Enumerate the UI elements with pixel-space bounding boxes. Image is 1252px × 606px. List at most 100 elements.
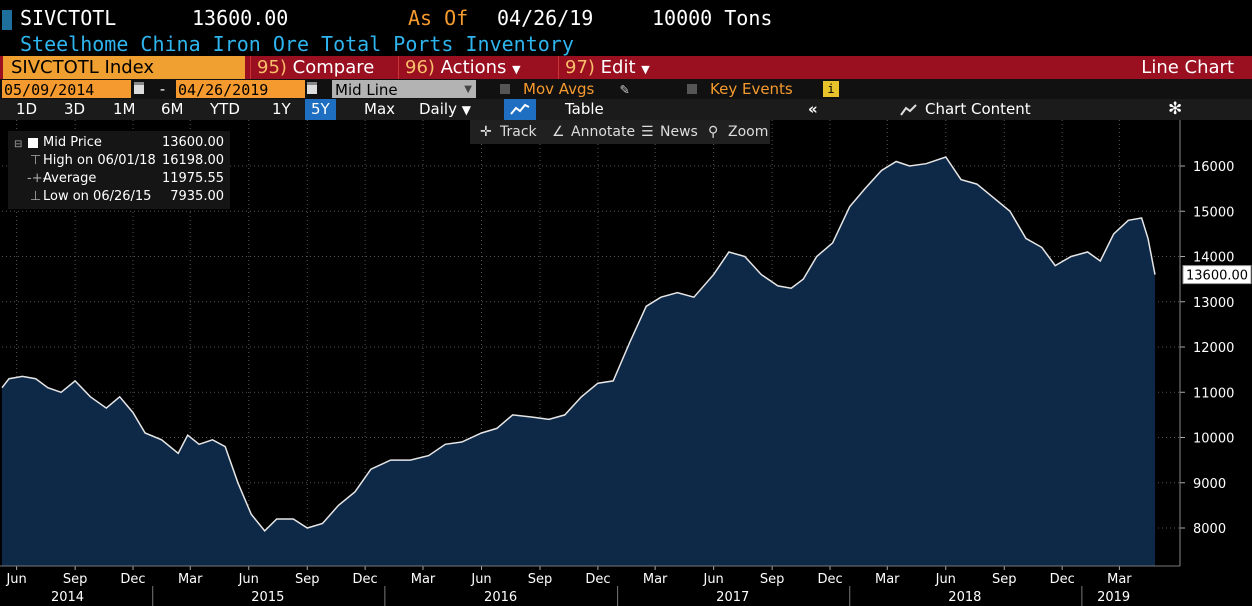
average-marker-icon: -+- bbox=[27, 171, 48, 186]
x-tick-label: Dec bbox=[353, 572, 378, 587]
security-title: Steelhome China Iron Ore Total Ports Inv… bbox=[0, 32, 1252, 56]
annotate-button[interactable]: Annotate bbox=[571, 124, 636, 140]
x-year-label: 2019 bbox=[1097, 590, 1130, 605]
chart-content-button[interactable]: Chart Content bbox=[925, 100, 1031, 118]
table-button[interactable]: Table bbox=[565, 100, 604, 118]
edit-num: 97) bbox=[565, 57, 595, 78]
x-year-label: 2018 bbox=[948, 590, 981, 605]
ticker-marker bbox=[2, 10, 12, 30]
key-events-label[interactable]: Key Events bbox=[710, 80, 793, 98]
info-icon[interactable]: i bbox=[823, 81, 839, 97]
pencil-icon[interactable]: ✎ bbox=[620, 80, 630, 98]
legend-low-value: 7935.00 bbox=[170, 189, 224, 204]
x-year-label: 2014 bbox=[51, 590, 84, 605]
x-tick-label: Mar bbox=[411, 572, 436, 587]
y-axis: 8000 9000 10000 11000 12000 13000 14000 15000 16… bbox=[1179, 120, 1234, 566]
x-tick-label: Mar bbox=[1107, 572, 1132, 587]
period-1y[interactable]: 1Y bbox=[272, 100, 291, 118]
annotate-icon[interactable]: ∠ bbox=[552, 124, 565, 140]
y-tick-label: 11000 bbox=[1193, 386, 1234, 401]
x-tick-label: Sep bbox=[992, 572, 1017, 587]
key-events-checkbox[interactable] bbox=[687, 84, 697, 94]
legend-mid-value: 13600.00 bbox=[161, 135, 224, 150]
legend-row-low: ⊥ Low on 06/26/15 7935.00 bbox=[8, 188, 230, 206]
y-tick-label: 13000 bbox=[1193, 296, 1234, 311]
period-1m[interactable]: 1M bbox=[113, 100, 136, 118]
x-tick-label: Dec bbox=[585, 572, 610, 587]
y-tick-label: 9000 bbox=[1193, 477, 1226, 492]
chart-content-icon[interactable] bbox=[900, 99, 918, 120]
price-type-value: Mid Line bbox=[335, 81, 398, 99]
period-max[interactable]: Max bbox=[364, 100, 396, 118]
legend-row-average: -+- Average 11975.55 bbox=[8, 170, 230, 188]
line-chart-icon[interactable] bbox=[504, 99, 536, 120]
chart-content-glyph bbox=[900, 103, 917, 116]
page-title: Steelhome China Iron Ore Total Ports Inv… bbox=[20, 32, 574, 56]
start-date-input[interactable]: 05/09/2014 bbox=[2, 80, 131, 99]
x-tick-label: Sep bbox=[528, 572, 553, 587]
frequency-select[interactable]: Daily ▼ bbox=[419, 99, 471, 120]
units: 10000 Tons bbox=[652, 6, 773, 30]
high-marker-icon: ⊤ bbox=[30, 153, 42, 168]
last-value-box bbox=[1182, 265, 1252, 285]
compare-button[interactable]: 95) Compare bbox=[250, 56, 394, 79]
legend: ⊟ Mid Price 13600.00 ⊤ High on 06/01/18 … bbox=[8, 131, 230, 209]
period-ytd[interactable]: YTD bbox=[210, 100, 240, 118]
x-tick-label: Jun bbox=[5, 572, 26, 587]
news-button[interactable]: News bbox=[660, 124, 698, 140]
x-tick-label: Sep bbox=[63, 572, 88, 587]
mov-avgs-checkbox[interactable] bbox=[500, 84, 510, 94]
period-1d[interactable]: 1D bbox=[16, 100, 38, 118]
chevron-down-icon: ▼ bbox=[464, 84, 472, 95]
view-label: Line Chart bbox=[1141, 57, 1234, 78]
last-value: 13600.00 bbox=[192, 6, 289, 30]
crosshair-icon[interactable]: ✛ bbox=[480, 124, 492, 140]
legend-average-label: Average bbox=[43, 171, 97, 186]
low-marker-icon: ⊥ bbox=[30, 189, 42, 204]
period-bar: 1D 3D 1M 6M YTD 1Y 5Y Max Daily ▼ Table … bbox=[0, 99, 1252, 120]
x-tick-label: Sep bbox=[760, 572, 785, 587]
calendar-icon[interactable] bbox=[307, 82, 317, 94]
chevron-down-icon: ▼ bbox=[461, 103, 471, 117]
y-tick-label: 8000 bbox=[1193, 522, 1226, 537]
period-5y[interactable]: 5Y bbox=[305, 99, 336, 120]
x-tick-label: Jun bbox=[470, 572, 491, 587]
edit-dropdown-icon: ▼ bbox=[641, 63, 650, 76]
x-tick-label: Jun bbox=[702, 572, 723, 587]
collapse-icon[interactable]: « bbox=[808, 100, 818, 118]
x-tick-label: Dec bbox=[120, 572, 145, 587]
zoom-button[interactable]: Zoom bbox=[728, 124, 769, 140]
edit-button[interactable]: 97) Edit ▼ bbox=[558, 56, 670, 79]
mov-avgs-label[interactable]: Mov Avgs bbox=[523, 80, 595, 98]
y-tick-label: 10000 bbox=[1193, 432, 1234, 447]
security-field[interactable]: SIVCTOTL Index bbox=[3, 56, 245, 79]
actions-num: 96) bbox=[405, 57, 435, 78]
gear-icon[interactable]: ✻ bbox=[1168, 99, 1183, 119]
period-3d[interactable]: 3D bbox=[64, 100, 86, 118]
zoom-icon[interactable]: ⚲ bbox=[708, 124, 719, 140]
y-tick-label: 14000 bbox=[1193, 251, 1234, 266]
date-separator: - bbox=[158, 80, 168, 98]
price-type-select[interactable]: Mid Line ▼ bbox=[332, 80, 476, 99]
calendar-icon[interactable] bbox=[134, 82, 144, 94]
as-of-label: As Of bbox=[408, 6, 469, 30]
actions-dropdown-icon: ▼ bbox=[512, 63, 521, 76]
legend-mid-label: Mid Price bbox=[43, 135, 102, 150]
collapse-box-icon[interactable]: ⊟ bbox=[14, 139, 23, 150]
x-year-label: 2016 bbox=[484, 590, 517, 605]
x-tick-label: Mar bbox=[178, 572, 203, 587]
x-tick-label: Sep bbox=[295, 572, 320, 587]
chart-area[interactable]: 8000 9000 10000 11000 12000 13000 14000 15000 16… bbox=[0, 120, 1252, 606]
x-year-label: 2015 bbox=[251, 590, 284, 605]
series-swatch bbox=[28, 138, 38, 148]
legend-row-mid: ⊟ Mid Price 13600.00 bbox=[8, 134, 230, 152]
news-icon[interactable]: ☰ bbox=[641, 124, 654, 140]
actions-button[interactable]: 96) Actions ▼ bbox=[398, 56, 554, 79]
end-date-input[interactable]: 04/26/2019 bbox=[176, 80, 305, 99]
x-tick-label: Dec bbox=[817, 572, 842, 587]
x-year-label: 2017 bbox=[716, 590, 749, 605]
period-6m[interactable]: 6M bbox=[161, 100, 184, 118]
legend-row-high: ⊤ High on 06/01/18 16198.00 bbox=[8, 152, 230, 170]
track-button[interactable]: Track bbox=[500, 124, 537, 140]
y-tick-label: 16000 bbox=[1193, 160, 1234, 175]
